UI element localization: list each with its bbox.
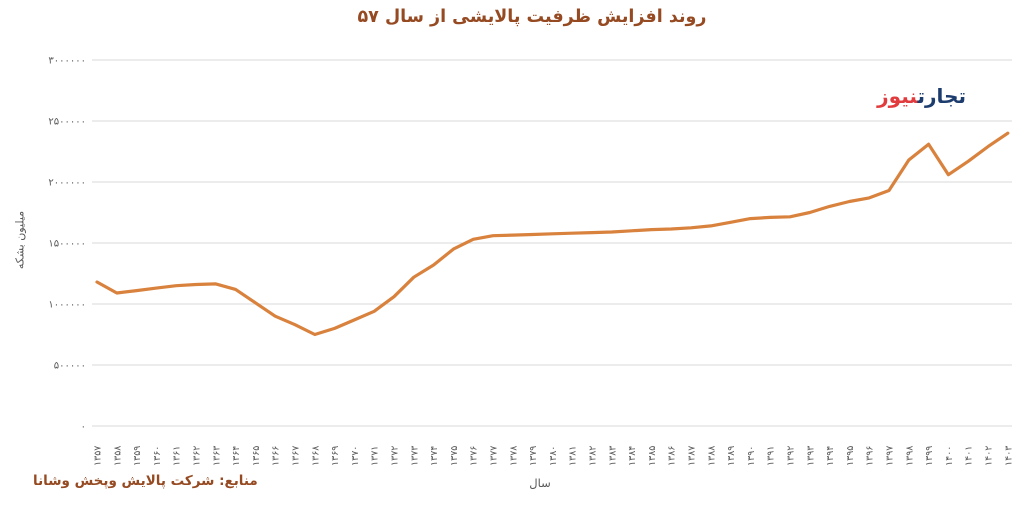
x-tick-label-year: ۱۴۰۲ <box>984 446 995 466</box>
x-tick-label-year: ۱۳۵۸ <box>112 446 123 466</box>
x-tick-label-year: ۱۴۰۳ <box>1003 446 1014 466</box>
x-tick-label-year: ۱۳۸۸ <box>706 446 717 466</box>
x-axis-labels: ۱۳۵۷ ۱۳۵۸ ۱۳۵۹ ۱۳۶۰ ۱۳۶۱ ۱۳۶۲ ۱۳۶۳ ۱۳۶۴ ۱۳۶۵ ۱۳۶۶… <box>93 446 1015 466</box>
x-tick-label-year: ۱۳۶۳ <box>211 446 222 466</box>
x-tick-label-year: ۱۳۹۵ <box>845 446 856 466</box>
x-tick-label-year: ۱۳۷۷ <box>489 446 500 466</box>
x-tick-label-year: ۱۳۶۱ <box>172 446 183 466</box>
x-tick-label-year: ۱۳۹۴ <box>825 446 836 466</box>
x-tick-label-year: ۱۳۷۶ <box>469 446 480 466</box>
x-tick-label-year: ۱۴۰۰ <box>944 446 955 466</box>
y-tick-label: ۰ <box>81 422 86 433</box>
chart-title: روند افزایش ظرفیت پالایشی از سال ۵۷ <box>357 7 707 27</box>
x-tick-label-year: ۱۳۸۲ <box>588 446 599 466</box>
x-axis-title: سال <box>529 476 551 490</box>
gridlines <box>92 59 1012 427</box>
source-note: منابع: شرکت پالایش وپخش وشانا <box>33 473 258 489</box>
x-tick-label-year: ۱۳۵۷ <box>93 446 104 466</box>
x-tick-label-year: ۱۳۶۲ <box>192 446 203 466</box>
x-tick-label-year: ۱۳۵۹ <box>132 446 143 466</box>
x-tick-label-year: ۱۳۸۳ <box>607 446 618 466</box>
y-tick-label: ۳۰۰۰۰۰۰ <box>48 56 86 67</box>
x-tick-label-year: ۱۳۹۸ <box>904 446 915 466</box>
x-tick-label-year: ۱۳۷۸ <box>508 446 519 466</box>
x-tick-label-year: ۱۳۶۰ <box>152 446 163 466</box>
x-tick-label-year: ۱۳۸۵ <box>647 446 658 466</box>
x-tick-label-year: ۱۳۶۸ <box>310 446 321 466</box>
x-tick-label-year: ۱۳۷۹ <box>528 446 539 466</box>
x-tick-label-year: ۱۳۷۰ <box>350 446 361 466</box>
x-tick-label-year: ۱۳۹۳ <box>805 446 816 466</box>
logo-word-tejarat: تجارت <box>917 84 966 108</box>
x-tick-label-year: ۱۳۸۹ <box>726 446 737 466</box>
x-tick-label-year: ۱۳۷۲ <box>390 446 401 466</box>
x-tick-label-year: ۱۳۸۱ <box>568 446 579 466</box>
x-tick-label-year: ۱۳۷۱ <box>370 446 381 466</box>
y-axis-title: میلیون بشکه <box>13 210 27 270</box>
x-tick-label-year: ۱۳۶۴ <box>231 446 242 466</box>
x-tick-label-year: ۱۳۶۵ <box>251 446 262 466</box>
x-tick-label-year: ۱۳۸۷ <box>687 446 698 466</box>
x-tick-label-year: ۱۳۷۴ <box>429 446 440 466</box>
y-tick-label: ۲۰۰۰۰۰۰ <box>48 178 86 189</box>
x-tick-label-year: ۱۳۸۶ <box>667 446 678 466</box>
x-tick-label-year: ۱۳۶۷ <box>291 446 302 466</box>
y-tick-label: ۱۰۰۰۰۰۰ <box>48 300 86 311</box>
x-tick-label-year: ۱۳۹۲ <box>786 446 797 466</box>
y-tick-label: ۱۵۰۰۰۰۰ <box>48 239 86 250</box>
y-tick-label: ۵۰۰۰۰۰ <box>54 361 86 372</box>
x-tick-label-year: ۱۳۹۷ <box>885 446 896 466</box>
tejarat-news-logo: تجارتنیوز <box>877 84 966 108</box>
x-tick-label-year: ۱۳۸۰ <box>548 446 559 466</box>
x-tick-label-year: ۱۳۶۶ <box>271 446 282 466</box>
x-tick-label-year: ۱۳۹۶ <box>865 446 876 466</box>
logo-word-news: نیوز <box>877 84 918 108</box>
y-axis-labels: ۰ ۵۰۰۰۰۰ ۱۰۰۰۰۰۰ ۱۵۰۰۰۰۰ ۲۰۰۰۰۰۰ ۲۵۰۰۰۰۰ ۳۰۰۰۰… <box>48 56 86 433</box>
x-tick-label-year: ۱۴۰۱ <box>964 446 975 466</box>
y-tick-label: ۲۵۰۰۰۰۰ <box>48 117 86 128</box>
x-tick-label-year: ۱۳۹۹ <box>924 446 935 466</box>
x-tick-label-year: ۱۳۶۹ <box>330 446 341 466</box>
refining-capacity-line <box>95 131 1010 337</box>
x-tick-label-year: ۱۳۹۰ <box>746 446 757 466</box>
x-tick-label-year: ۱۳۷۳ <box>409 446 420 466</box>
x-tick-label-year: ۱۳۷۵ <box>449 446 460 466</box>
x-tick-label-year: ۱۳۸۴ <box>627 446 638 466</box>
x-tick-label-year: ۱۳۹۱ <box>766 446 777 466</box>
